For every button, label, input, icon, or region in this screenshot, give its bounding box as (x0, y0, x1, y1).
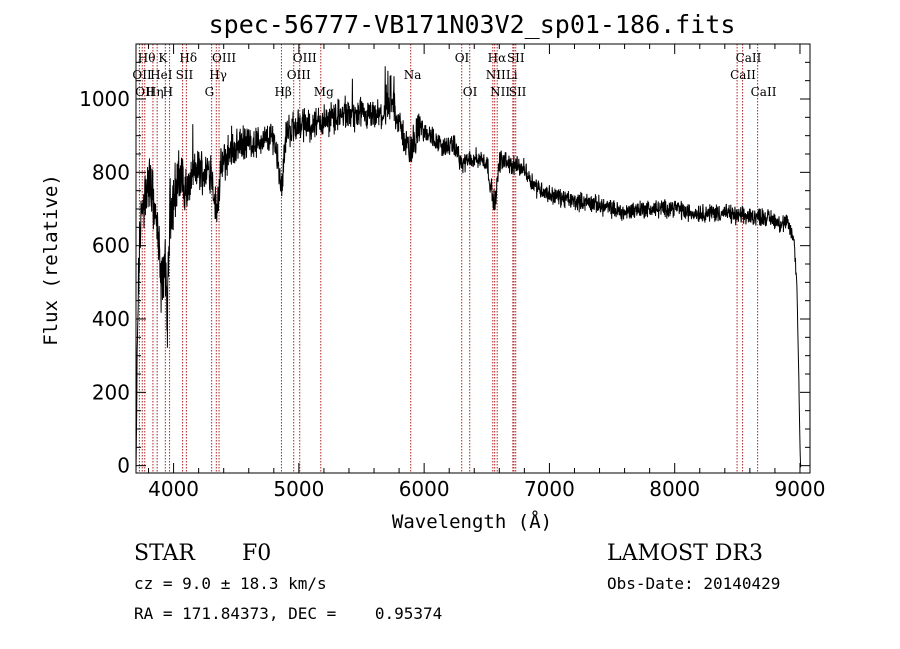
spectral-line-label: Hα (488, 51, 507, 65)
y-tick-label: 200 (92, 380, 130, 404)
spectral-line-label: OIII (287, 68, 311, 82)
spectral-line-label: NII (486, 68, 506, 82)
plot-frame (135, 43, 811, 474)
y-tick-label: 800 (92, 160, 130, 184)
y-tick-label: 400 (92, 307, 130, 331)
spectral-line-label: OI (463, 85, 478, 99)
spectral-line-label: NII (490, 85, 510, 99)
x-tick-label: 9000 (775, 477, 826, 501)
spectral-line-label: HeI (150, 68, 173, 82)
spectral-line-label: CaII (736, 51, 762, 65)
x-axis-label: Wavelength (Å) (392, 510, 552, 533)
spectral-line-label: Hδ (179, 51, 197, 65)
spectral-line-label: CaII (751, 85, 777, 99)
spectral-line-label: Li (506, 68, 518, 82)
y-axis-label: Flux (relative) (40, 174, 62, 346)
x-tick-label: 6000 (399, 477, 450, 501)
spectral-line-label: Hβ (274, 85, 291, 99)
spectral-line-markers (138, 44, 759, 473)
spectral-line-label: SII (176, 68, 194, 82)
spectral-line-label: Hη (146, 85, 164, 99)
object-subclass: F0 (242, 541, 271, 566)
observation-date: Obs-Date: 20140429 (607, 574, 780, 593)
spectrum-series (135, 66, 802, 474)
spectral-line-label: Hγ (209, 68, 227, 82)
spectral-line-label: SII (507, 51, 525, 65)
spectral-line-labels: OIIOIIHθHηHeIKHSIIHδGHγOIIIHβOIIIOIIIMgN… (132, 51, 776, 99)
survey-name: LAMOST DR3 (607, 541, 763, 566)
redshift-velocity: cz = 9.0 ± 18.3 km/s (134, 574, 327, 593)
spectral-line-label: K (158, 51, 168, 65)
spectral-line-label: OIII (293, 51, 317, 65)
axis-ticks: 4000 5000 6000 7000 8000 9000 0 200 400 600 800 100… (79, 44, 825, 501)
spectral-line-label: Na (404, 68, 422, 82)
spectrum-info: STAR F0 cz = 9.0 ± 18.3 km/s RA = 171.84… (134, 541, 780, 623)
spectral-line-label: Mg (314, 85, 334, 99)
spectral-line-label: Hθ (138, 51, 156, 65)
spectral-line-label: H (163, 85, 173, 99)
x-tick-label: 4000 (148, 477, 199, 501)
spectral-line-label: OIII (212, 51, 236, 65)
x-tick-label: 5000 (273, 477, 324, 501)
object-class: STAR (134, 541, 196, 566)
y-tick-label: 0 (117, 454, 130, 478)
spectral-line-label: SII (509, 85, 527, 99)
coordinates: RA = 171.84373, DEC = 0.95374 (134, 604, 442, 623)
spectral-line-label: OI (455, 51, 470, 65)
y-tick-label: 600 (92, 234, 130, 258)
chart-title: spec-56777-VB171N03V2_sp01-186.fits (209, 10, 736, 39)
spectral-line-label: G (205, 85, 215, 99)
spectral-line-label: OII (135, 85, 155, 99)
spectral-line-label: OII (132, 68, 152, 82)
spectrum-line (135, 66, 802, 474)
y-tick-label: 1000 (79, 87, 130, 111)
x-tick-label: 7000 (524, 477, 575, 501)
x-tick-label: 8000 (649, 477, 700, 501)
spectral-line-label: CaII (730, 68, 756, 82)
